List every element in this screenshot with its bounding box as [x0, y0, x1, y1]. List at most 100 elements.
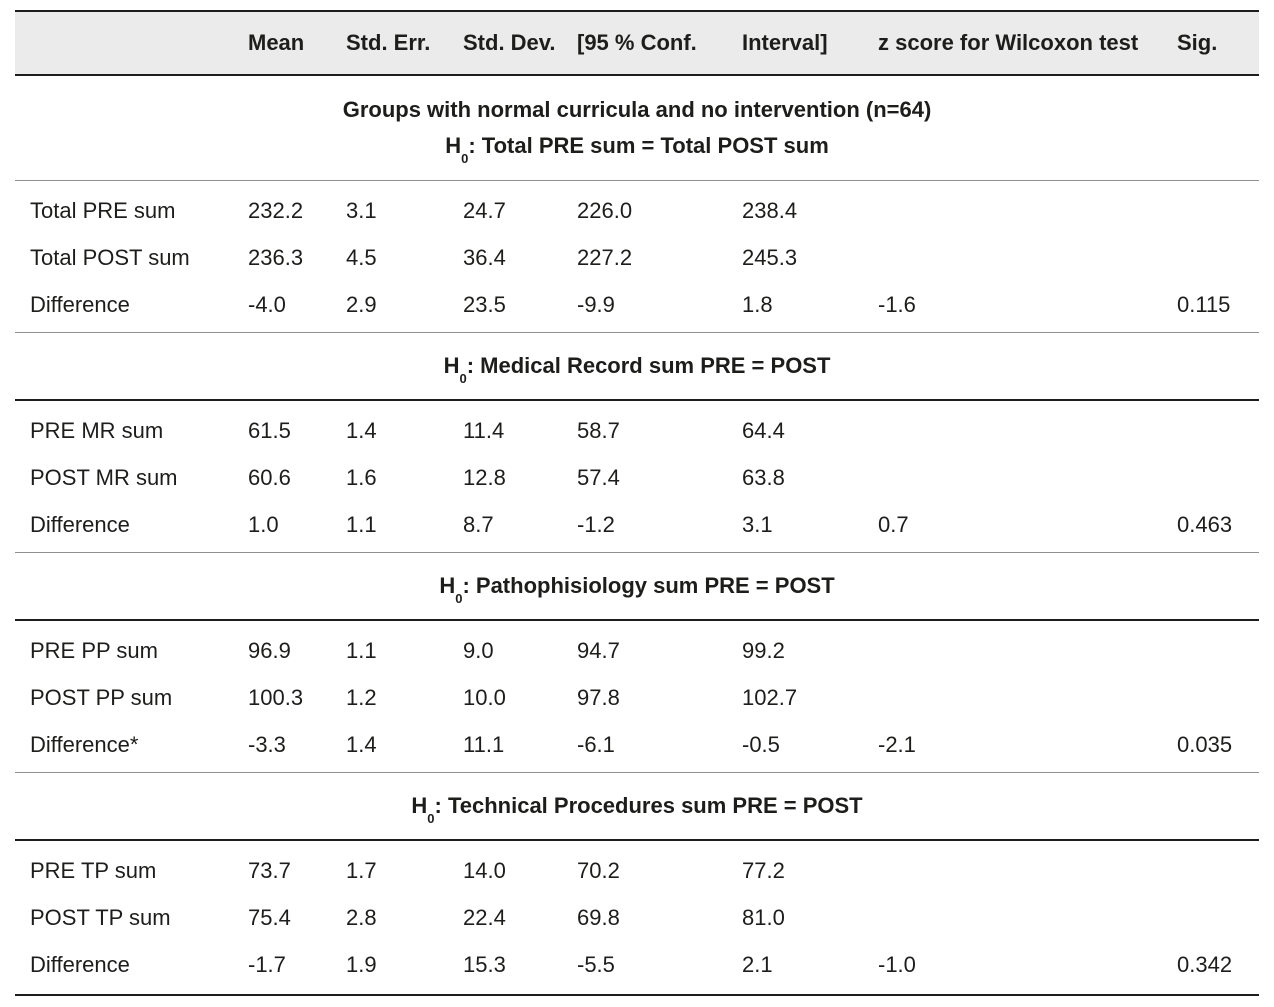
column-header-conf-high: Interval] — [742, 30, 828, 55]
cell-std-err: 1.2 — [346, 684, 377, 710]
cell-z-score: -2.1 — [878, 731, 916, 757]
cell-conf-low: -1.2 — [577, 511, 615, 537]
cell-std-err: 1.7 — [346, 857, 377, 883]
cell-conf-low: 58.7 — [577, 417, 620, 443]
cell-mean: -1.7 — [248, 951, 286, 977]
cell-std-err: 3.1 — [346, 197, 377, 223]
cell-conf-high: 102.7 — [742, 684, 798, 710]
section-title-medical-record: H0: Medical Record sum PRE = POST — [15, 333, 1259, 401]
cell-sig: 0.342 — [1177, 951, 1233, 977]
cell-conf-low: -5.5 — [577, 951, 615, 977]
cell-std-dev: 24.7 — [463, 197, 506, 223]
cell-conf-high: 238.4 — [742, 197, 798, 223]
row-label: Total PRE sum — [30, 197, 176, 223]
cell-conf-low: 69.8 — [577, 904, 620, 930]
section-hypothesis: H0: Pathophisiology sum PRE = POST — [439, 573, 835, 607]
table-header-row: Mean Std. Err. Std. Dev. [95 % Conf. Int… — [15, 10, 1259, 76]
cell-conf-high: 77.2 — [742, 857, 785, 883]
table-row: PRE TP sum 73.7 1.7 14.0 70.2 77.2 — [15, 847, 1259, 894]
table-row: PRE MR sum 61.5 1.4 11.4 58.7 64.4 — [15, 407, 1259, 454]
cell-sig: 0.463 — [1177, 511, 1233, 537]
cell-z-score: 0.7 — [878, 511, 909, 537]
section-title-total: Groups with normal curricula and no inte… — [15, 76, 1259, 181]
table-row: PRE PP sum 96.9 1.1 9.0 94.7 99.2 — [15, 627, 1259, 674]
cell-z-score: -1.6 — [878, 291, 916, 317]
column-header-sig: Sig. — [1177, 30, 1218, 55]
cell-conf-low: 57.4 — [577, 464, 620, 490]
cell-std-dev: 15.3 — [463, 951, 506, 977]
cell-std-dev: 22.4 — [463, 904, 506, 930]
cell-mean: 61.5 — [248, 417, 291, 443]
cell-mean: 1.0 — [248, 511, 279, 537]
section-hypothesis: H0: Technical Procedures sum PRE = POST — [411, 793, 863, 827]
cell-std-dev: 9.0 — [463, 637, 494, 663]
row-label: POST PP sum — [30, 684, 173, 710]
section-hypothesis: H0: Medical Record sum PRE = POST — [443, 353, 831, 387]
row-label: Difference — [30, 951, 130, 977]
table-row: POST MR sum 60.6 1.6 12.8 57.4 63.8 — [15, 454, 1259, 501]
cell-conf-high: 1.8 — [742, 291, 773, 317]
cell-mean: -4.0 — [248, 291, 286, 317]
table-row: Difference 1.0 1.1 8.7 -1.2 3.1 0.7 0.46… — [15, 501, 1259, 548]
cell-z-score: -1.0 — [878, 951, 916, 977]
cell-mean: 73.7 — [248, 857, 291, 883]
cell-conf-low: -9.9 — [577, 291, 615, 317]
table-row: Difference -4.0 2.9 23.5 -9.9 1.8 -1.6 0… — [15, 281, 1259, 328]
cell-conf-low: 227.2 — [577, 244, 633, 270]
cell-mean: -3.3 — [248, 731, 286, 757]
cell-conf-low: 226.0 — [577, 197, 633, 223]
cell-mean: 236.3 — [248, 244, 304, 270]
cell-std-err: 1.6 — [346, 464, 377, 490]
column-header-conf-low: [95 % Conf. — [577, 30, 697, 55]
column-header-z-score: z score for Wilcoxon test — [878, 30, 1139, 55]
cell-std-err: 1.9 — [346, 951, 377, 977]
cell-std-err: 1.1 — [346, 637, 377, 663]
cell-std-dev: 23.5 — [463, 291, 506, 317]
cell-conf-high: 64.4 — [742, 417, 785, 443]
section-group-title: Groups with normal curricula and no inte… — [342, 97, 932, 122]
cell-std-dev: 10.0 — [463, 684, 506, 710]
section-body-medical-record: PRE MR sum 61.5 1.4 11.4 58.7 64.4 POST … — [15, 401, 1259, 553]
table-row: POST PP sum 100.3 1.2 10.0 97.8 102.7 — [15, 674, 1259, 721]
cell-sig: 0.035 — [1177, 731, 1233, 757]
row-label: PRE MR sum — [30, 417, 164, 443]
row-label: PRE TP sum — [30, 857, 157, 883]
cell-conf-low: 94.7 — [577, 637, 620, 663]
cell-conf-high: 245.3 — [742, 244, 798, 270]
row-label: Difference — [30, 291, 130, 317]
column-header-std-err: Std. Err. — [346, 30, 431, 55]
row-label: Total POST sum — [30, 244, 190, 270]
cell-std-err: 1.4 — [346, 731, 377, 757]
section-hypothesis: H0: Total PRE sum = Total POST sum — [445, 133, 829, 167]
section-body-total: Total PRE sum 232.2 3.1 24.7 226.0 238.4… — [15, 181, 1259, 333]
cell-conf-low: -6.1 — [577, 731, 615, 757]
cell-mean: 75.4 — [248, 904, 291, 930]
cell-conf-high: 99.2 — [742, 637, 785, 663]
cell-std-dev: 36.4 — [463, 244, 506, 270]
table-row: Total PRE sum 232.2 3.1 24.7 226.0 238.4 — [15, 187, 1259, 234]
wilcoxon-statistics-table: Mean Std. Err. Std. Dev. [95 % Conf. Int… — [15, 10, 1259, 996]
section-body-pathophisiology: PRE PP sum 96.9 1.1 9.0 94.7 99.2 POST P… — [15, 621, 1259, 773]
cell-std-dev: 14.0 — [463, 857, 506, 883]
cell-conf-high: 63.8 — [742, 464, 785, 490]
cell-sig: 0.115 — [1177, 291, 1231, 317]
cell-conf-low: 97.8 — [577, 684, 620, 710]
cell-conf-high: -0.5 — [742, 731, 780, 757]
cell-mean: 96.9 — [248, 637, 291, 663]
section-body-technical-procedures: PRE TP sum 73.7 1.7 14.0 70.2 77.2 POST … — [15, 841, 1259, 996]
cell-mean: 232.2 — [248, 197, 304, 223]
section-title-technical-procedures: H0: Technical Procedures sum PRE = POST — [15, 773, 1259, 841]
cell-mean: 60.6 — [248, 464, 291, 490]
section-title-pathophisiology: H0: Pathophisiology sum PRE = POST — [15, 553, 1259, 621]
cell-conf-low: 70.2 — [577, 857, 620, 883]
row-label: Difference — [30, 511, 130, 537]
table-row: Difference* -3.3 1.4 11.1 -6.1 -0.5 -2.1… — [15, 721, 1259, 768]
row-label: PRE PP sum — [30, 637, 158, 663]
cell-conf-high: 2.1 — [742, 951, 773, 977]
cell-std-dev: 11.4 — [463, 417, 505, 443]
cell-mean: 100.3 — [248, 684, 304, 710]
table-row: POST TP sum 75.4 2.8 22.4 69.8 81.0 — [15, 894, 1259, 941]
row-label: POST TP sum — [30, 904, 171, 930]
table-row: Difference -1.7 1.9 15.3 -5.5 2.1 -1.0 0… — [15, 941, 1259, 988]
cell-std-err: 2.8 — [346, 904, 377, 930]
